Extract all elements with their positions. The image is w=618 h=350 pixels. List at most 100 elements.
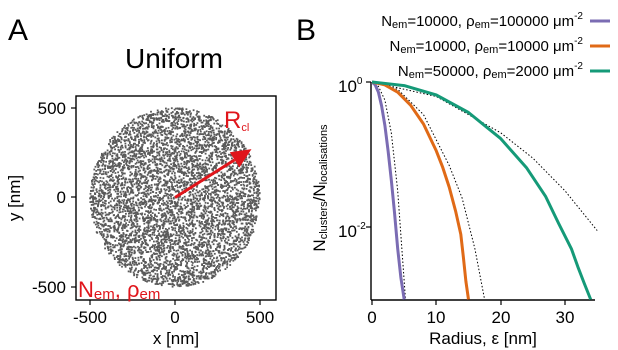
- scatter-point: [212, 224, 215, 227]
- scatter-point: [206, 219, 209, 222]
- scatter-point: [177, 273, 180, 276]
- scatter-point: [112, 186, 114, 188]
- scatter-point: [170, 214, 173, 217]
- scatter-point: [166, 260, 169, 262]
- scatter-point: [196, 239, 199, 242]
- scatter-point: [213, 182, 215, 185]
- scatter-point: [129, 154, 132, 157]
- scatter-point: [248, 222, 251, 225]
- scatter-point: [232, 188, 234, 191]
- scatter-point: [239, 227, 242, 230]
- scatter-point: [140, 245, 143, 248]
- scatter-point: [184, 252, 187, 255]
- scatter-point: [132, 128, 135, 131]
- scatter-point: [144, 278, 147, 281]
- scatter-point: [143, 238, 146, 241]
- scatter-point: [238, 228, 241, 230]
- scatter-point: [92, 178, 94, 181]
- scatter-point: [169, 247, 172, 250]
- scatter-point: [241, 203, 244, 206]
- scatter-point: [178, 219, 180, 222]
- scatter-point: [147, 189, 149, 192]
- scatter-point: [222, 230, 224, 233]
- scatter-point: [118, 133, 121, 135]
- scatter-point: [247, 241, 250, 244]
- scatter-point: [177, 163, 180, 166]
- scatter-point: [154, 272, 157, 275]
- scatter-point: [156, 269, 158, 272]
- scatter-point: [123, 164, 125, 167]
- scatter-point: [243, 234, 246, 236]
- scatter-point: [156, 215, 158, 218]
- scatter-point: [188, 195, 191, 197]
- scatter-point: [107, 167, 109, 169]
- scatter-point: [106, 228, 108, 231]
- scatter-point: [191, 174, 193, 177]
- scatter-point: [116, 215, 119, 217]
- scatter-point: [182, 137, 185, 140]
- scatter-point: [171, 111, 174, 113]
- scatter-point: [223, 247, 226, 250]
- scatter-point: [146, 126, 148, 129]
- scatter-point: [139, 180, 142, 183]
- scatter-point: [229, 260, 231, 263]
- scatter-point: [130, 264, 133, 266]
- scatter-point: [124, 151, 126, 153]
- scatter-point: [151, 134, 154, 137]
- scatter-point: [187, 113, 189, 116]
- scatter-point: [203, 198, 206, 201]
- scatter-point: [116, 244, 119, 247]
- scatter-point: [240, 184, 242, 186]
- scatter-point: [145, 178, 148, 180]
- scatter-point: [147, 271, 150, 274]
- scatter-point: [255, 181, 258, 183]
- scatter-point: [144, 127, 147, 130]
- scatter-point: [194, 159, 196, 161]
- scatter-point: [171, 254, 174, 256]
- scatter-point: [151, 256, 153, 259]
- scatter-point: [212, 216, 215, 218]
- scatter-point: [174, 147, 177, 150]
- scatter-point: [110, 250, 112, 253]
- scatter-point: [235, 180, 238, 183]
- scatter-point: [198, 236, 201, 238]
- scatter-point: [95, 188, 98, 191]
- scatter-point: [143, 139, 146, 141]
- scatter-point: [173, 138, 176, 141]
- scatter-point: [151, 212, 154, 214]
- scatter-point: [257, 180, 260, 183]
- scatter-point: [137, 245, 139, 248]
- scatter-point: [105, 239, 108, 241]
- scatter-point: [139, 225, 141, 228]
- scatter-point: [152, 270, 155, 273]
- scatter-point: [212, 178, 215, 181]
- scatter-point: [157, 125, 159, 128]
- scatter-point: [151, 179, 153, 182]
- scatter-point: [98, 218, 100, 220]
- scatter-point: [249, 195, 251, 197]
- scatter-point: [154, 136, 157, 139]
- scatter-point: [233, 169, 236, 172]
- scatter-point: [207, 226, 210, 229]
- scatter-point: [213, 220, 216, 223]
- scatter-point: [152, 228, 154, 231]
- scatter-point: [128, 178, 130, 181]
- scatter-point: [192, 279, 195, 282]
- scatter-point: [141, 120, 144, 123]
- scatter-point: [198, 245, 201, 248]
- scatter-point: [152, 226, 154, 229]
- scatter-point: [118, 204, 121, 207]
- scatter-point: [176, 147, 179, 150]
- scatter-point: [150, 217, 153, 220]
- scatter-point: [200, 204, 203, 207]
- scatter-point: [156, 176, 159, 178]
- scatter-point: [134, 215, 136, 217]
- scatter-point: [96, 213, 99, 216]
- scatter-point: [213, 239, 215, 242]
- scatter-point: [207, 137, 210, 140]
- scatter-point: [183, 279, 185, 282]
- scatter-point: [166, 246, 168, 249]
- scatter-point: [225, 145, 228, 147]
- scatter-point: [150, 229, 152, 231]
- scatter-point: [107, 219, 110, 221]
